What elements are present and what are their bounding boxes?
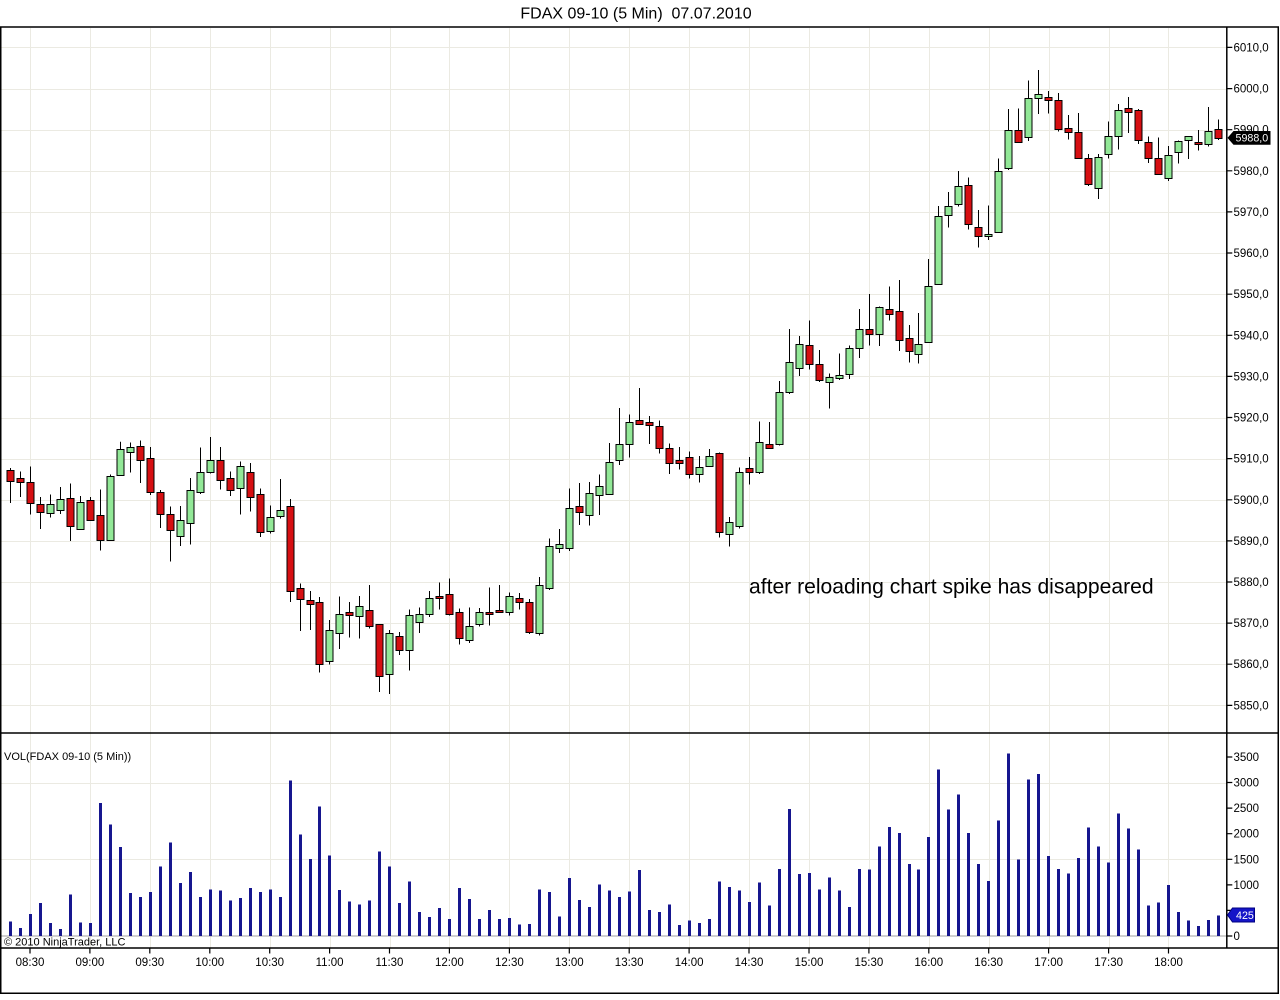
svg-text:3000: 3000 — [1234, 778, 1260, 790]
svg-text:14:30: 14:30 — [735, 957, 764, 969]
svg-text:5980,0: 5980,0 — [1234, 166, 1269, 178]
svg-text:5940,0: 5940,0 — [1234, 330, 1269, 342]
svg-text:6010,0: 6010,0 — [1234, 42, 1269, 54]
svg-text:5850,0: 5850,0 — [1234, 700, 1269, 712]
svg-text:12:00: 12:00 — [435, 957, 464, 969]
svg-text:5870,0: 5870,0 — [1234, 618, 1269, 630]
svg-text:425: 425 — [1236, 910, 1254, 922]
svg-text:5988,0: 5988,0 — [1236, 133, 1269, 145]
svg-text:09:00: 09:00 — [76, 957, 105, 969]
svg-text:FDAX 09-10 (5 Min) 07.07.2010: FDAX 09-10 (5 Min) 07.07.2010 — [520, 6, 751, 23]
svg-text:5950,0: 5950,0 — [1234, 289, 1269, 301]
svg-text:17:00: 17:00 — [1034, 957, 1063, 969]
svg-text:5920,0: 5920,0 — [1234, 413, 1269, 425]
svg-text:VOL(FDAX 09-10 (5 Min)): VOL(FDAX 09-10 (5 Min)) — [4, 751, 131, 763]
svg-text:1000: 1000 — [1234, 880, 1260, 892]
svg-text:5960,0: 5960,0 — [1234, 248, 1269, 260]
svg-text:5900,0: 5900,0 — [1234, 495, 1269, 507]
svg-text:5970,0: 5970,0 — [1234, 207, 1269, 219]
svg-text:15:30: 15:30 — [855, 957, 884, 969]
svg-text:2500: 2500 — [1234, 803, 1260, 815]
svg-text:5890,0: 5890,0 — [1234, 536, 1269, 548]
svg-text:5860,0: 5860,0 — [1234, 659, 1269, 671]
svg-text:15:00: 15:00 — [795, 957, 824, 969]
svg-text:18:00: 18:00 — [1154, 957, 1183, 969]
svg-text:17:30: 17:30 — [1094, 957, 1123, 969]
svg-text:16:30: 16:30 — [974, 957, 1003, 969]
svg-text:10:30: 10:30 — [255, 957, 284, 969]
svg-text:16:00: 16:00 — [914, 957, 943, 969]
svg-text:5930,0: 5930,0 — [1234, 371, 1269, 383]
svg-text:10:00: 10:00 — [195, 957, 224, 969]
svg-text:5910,0: 5910,0 — [1234, 454, 1269, 466]
svg-text:1500: 1500 — [1234, 854, 1260, 866]
svg-text:5880,0: 5880,0 — [1234, 577, 1269, 589]
svg-text:11:00: 11:00 — [316, 957, 344, 969]
svg-text:12:30: 12:30 — [495, 957, 524, 969]
svg-text:6000,0: 6000,0 — [1234, 84, 1269, 96]
svg-text:© 2010 NinjaTrader, LLC: © 2010 NinjaTrader, LLC — [4, 937, 125, 949]
svg-text:13:30: 13:30 — [615, 957, 644, 969]
svg-text:13:00: 13:00 — [555, 957, 584, 969]
svg-text:0: 0 — [1234, 931, 1240, 943]
svg-text:3500: 3500 — [1234, 752, 1260, 764]
svg-text:11:30: 11:30 — [376, 957, 404, 969]
svg-text:2000: 2000 — [1234, 829, 1260, 841]
svg-text:14:00: 14:00 — [675, 957, 704, 969]
svg-text:after reloading chart spike ha: after reloading chart spike has disappea… — [749, 576, 1154, 599]
svg-text:09:30: 09:30 — [135, 957, 164, 969]
svg-text:08:30: 08:30 — [16, 957, 45, 969]
